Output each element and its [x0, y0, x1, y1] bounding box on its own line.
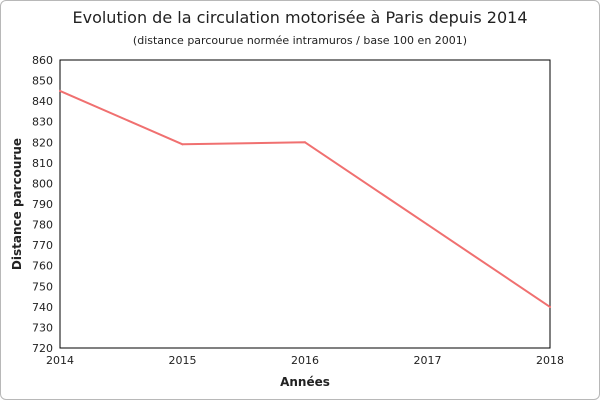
series-group [59, 89, 551, 308]
y-tick-label: 720 [32, 342, 53, 355]
x-tick-label: 2015 [169, 354, 197, 367]
y-tick-label: 820 [32, 136, 53, 149]
y-tick-label: 810 [32, 157, 53, 170]
y-tick-label: 790 [32, 198, 53, 211]
y-tick-label: 740 [32, 301, 53, 314]
y-axis-ticks: 720 730 740 750 760 770 780 790 800 810 820 830 840 8… [32, 54, 53, 355]
plot-area [59, 59, 551, 349]
chart-title: Evolution de la circulation motorisée à … [72, 8, 527, 27]
series-line [59, 89, 551, 308]
data-point [304, 141, 306, 144]
x-tick-label: 2016 [291, 354, 319, 367]
x-tick-label: 2018 [536, 354, 564, 367]
y-tick-label: 760 [32, 260, 53, 273]
y-tick-label: 800 [32, 177, 53, 190]
y-tick-label: 770 [32, 239, 53, 252]
x-tick-label: 2017 [414, 354, 442, 367]
y-tick-label: 730 [32, 321, 53, 334]
data-point [549, 305, 551, 308]
y-tick-label: 850 [32, 75, 53, 88]
y-tick-label: 750 [32, 280, 53, 293]
data-point [426, 223, 429, 226]
x-axis-ticks: 2014 2015 2016 2017 2018 [46, 354, 564, 367]
y-tick-label: 860 [32, 54, 53, 67]
data-point [181, 143, 184, 146]
y-tick-label: 780 [32, 219, 53, 232]
y-tick-label: 830 [32, 116, 53, 129]
data-point [59, 89, 61, 92]
chart-subtitle: (distance parcourue normée intramuros / … [133, 34, 467, 47]
y-tick-label: 840 [32, 95, 53, 108]
x-axis-label: Années [280, 375, 330, 389]
x-tick-label: 2014 [46, 354, 74, 367]
y-axis-label: Distance parcourue [10, 138, 24, 270]
